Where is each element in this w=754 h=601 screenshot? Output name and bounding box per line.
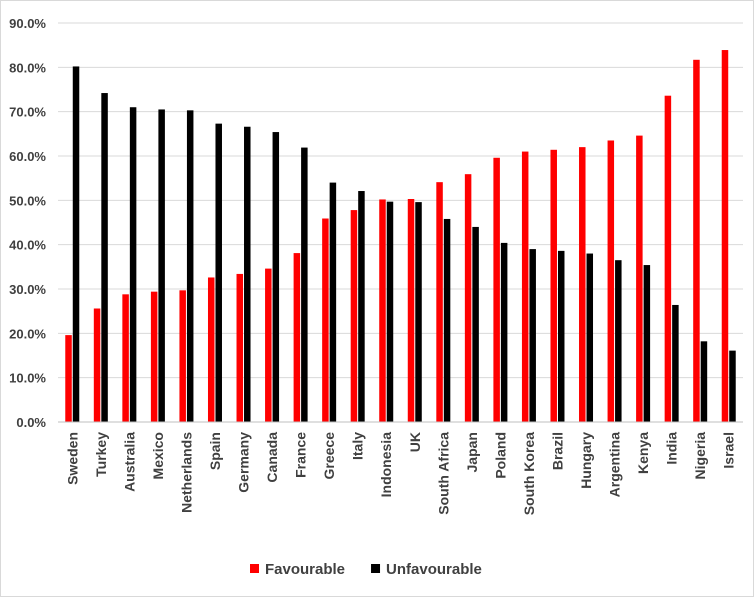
x-category-label: Italy <box>350 432 366 460</box>
x-category-label: Argentina <box>607 432 623 498</box>
y-tick-label: 30.0% <box>9 282 46 297</box>
x-category-label: Greece <box>321 432 337 480</box>
y-tick-label: 20.0% <box>9 326 46 341</box>
bar-favourable-spain <box>207 277 215 422</box>
bar-unfavourable-canada <box>272 132 280 422</box>
bar-favourable-france <box>293 253 301 422</box>
x-category-label: India <box>664 432 680 465</box>
x-category-label: Hungary <box>578 432 594 489</box>
bar-unfavourable-uk <box>415 202 422 422</box>
bar-favourable-south-africa <box>436 182 443 422</box>
bar-unfavourable-south-korea <box>529 249 536 422</box>
x-category-label: Canada <box>264 432 280 483</box>
bar-unfavourable-indonesia <box>386 201 394 422</box>
bar-favourable-sweden <box>65 335 72 422</box>
x-category-label: Nigeria <box>692 432 708 480</box>
x-category-label: Indonesia <box>378 432 394 498</box>
bar-unfavourable-japan <box>472 226 479 422</box>
bar-unfavourable-sweden <box>72 66 80 423</box>
y-tick-label: 90.0% <box>9 16 46 31</box>
y-tick-label: 70.0% <box>9 105 46 120</box>
bar-favourable-israel <box>721 50 729 422</box>
bar-favourable-mexico <box>150 291 158 422</box>
bar-favourable-nigeria <box>693 59 700 423</box>
x-category-label: Israel <box>721 432 737 469</box>
bar-favourable-hungary <box>579 147 586 422</box>
bar-favourable-indonesia <box>379 199 386 422</box>
bar-favourable-turkey <box>93 308 101 422</box>
x-category-label: Mexico <box>150 432 166 479</box>
bar-favourable-kenya <box>636 135 643 422</box>
bar-unfavourable-south-africa <box>443 218 451 422</box>
x-category-label: Spain <box>207 432 223 470</box>
bar-favourable-south-korea <box>521 151 529 423</box>
bar-favourable-netherlands <box>179 290 186 422</box>
bar-unfavourable-mexico <box>158 109 165 422</box>
bar-unfavourable-germany <box>244 126 251 423</box>
x-category-label: Brazil <box>549 432 565 470</box>
y-tick-label: 80.0% <box>9 60 46 75</box>
bar-favourable-germany <box>236 273 244 422</box>
bar-favourable-italy <box>350 210 358 422</box>
y-tick-label: 40.0% <box>9 238 46 253</box>
x-category-label: Germany <box>236 432 252 493</box>
bar-unfavourable-australia <box>129 107 137 422</box>
x-category-label: South Korea <box>521 432 537 515</box>
x-category-label: Poland <box>492 432 508 479</box>
x-category-label: Sweden <box>64 432 80 485</box>
bars <box>65 50 736 423</box>
bar-favourable-australia <box>122 294 129 422</box>
legend-swatch-unfavourable <box>371 564 381 573</box>
bar-favourable-poland <box>493 157 500 423</box>
x-category-label: Australia <box>121 432 137 492</box>
x-category-label: Turkey <box>93 432 109 477</box>
bar-unfavourable-poland <box>500 242 508 422</box>
x-category-label: South Africa <box>435 432 451 515</box>
y-tick-label: 10.0% <box>9 371 46 386</box>
bar-favourable-uk <box>407 199 415 422</box>
bar-unfavourable-turkey <box>101 93 108 423</box>
y-tick-label: 60.0% <box>9 149 46 164</box>
x-category-label: Kenya <box>635 432 651 474</box>
y-tick-label: 0.0% <box>16 415 46 430</box>
bar-unfavourable-nigeria <box>700 341 708 422</box>
bar-unfavourable-india <box>672 304 679 422</box>
bar-favourable-argentina <box>607 140 615 422</box>
legend: Favourable Unfavourable <box>250 561 482 578</box>
legend-label-favourable: Favourable <box>265 561 345 578</box>
bar-favourable-japan <box>464 174 472 422</box>
bar-favourable-brazil <box>550 149 557 422</box>
bar-favourable-greece <box>322 218 329 422</box>
x-category-label: Japan <box>464 432 480 472</box>
bar-unfavourable-spain <box>215 123 222 423</box>
bar-unfavourable-france <box>301 147 308 422</box>
y-tick-label: 50.0% <box>9 193 46 208</box>
bar-favourable-canada <box>265 268 272 422</box>
bar-unfavourable-kenya <box>643 265 651 422</box>
bar-unfavourable-israel <box>729 350 736 422</box>
bar-unfavourable-italy <box>358 191 365 422</box>
legend-label-unfavourable: Unfavourable <box>386 561 482 578</box>
bar-unfavourable-netherlands <box>186 110 194 422</box>
bar-favourable-india <box>664 95 672 422</box>
bar-unfavourable-greece <box>329 182 337 422</box>
bar-unfavourable-hungary <box>586 253 594 422</box>
bar-unfavourable-argentina <box>615 260 622 422</box>
x-axis-category-labels: Sweden Turkey Australia Mexico Netherlands Sp… <box>64 432 736 515</box>
legend-swatch-favourable <box>250 564 259 573</box>
x-category-label: France <box>293 432 309 478</box>
x-category-label: UK <box>407 432 423 452</box>
x-category-label: Netherlands <box>178 432 194 513</box>
y-axis-tick-labels: 0.0% 10.0% 20.0% 30.0% 40.0% 50.0% 60.0% 70.0% 8… <box>9 16 46 430</box>
gridlines <box>58 22 743 379</box>
bar-unfavourable-brazil <box>557 250 565 422</box>
